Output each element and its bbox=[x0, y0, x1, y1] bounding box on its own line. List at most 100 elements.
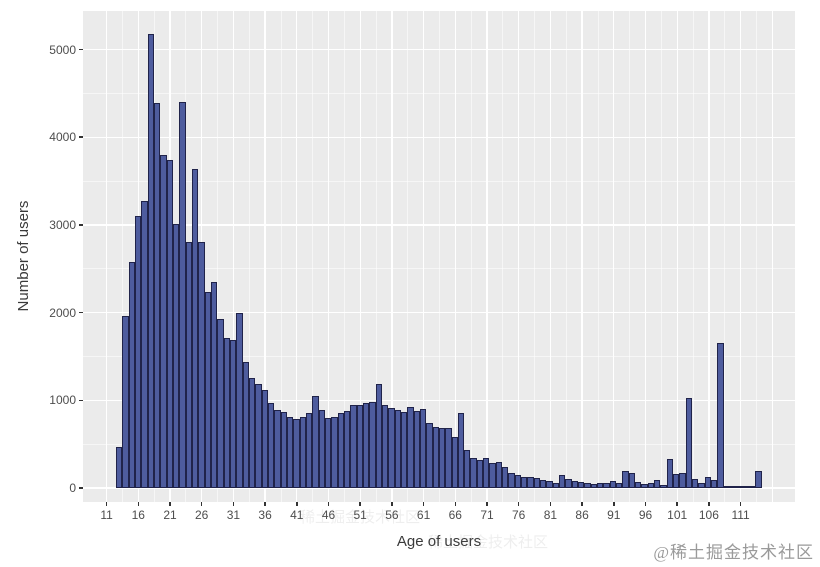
histogram-bar-age-17 bbox=[141, 201, 148, 488]
y-tick-label: 4000 bbox=[49, 130, 76, 145]
histogram-bar-age-114 bbox=[755, 471, 762, 488]
x-tick-label: 26 bbox=[195, 508, 209, 522]
gridline-minor-vertical bbox=[470, 11, 472, 502]
histogram-bar-age-48 bbox=[337, 413, 344, 488]
x-tick-mark bbox=[581, 502, 583, 506]
histogram-bar-age-31 bbox=[230, 339, 237, 488]
histogram-bar-age-50 bbox=[350, 405, 357, 488]
histogram-bar-age-65 bbox=[445, 427, 452, 488]
gridline-minor-vertical bbox=[597, 11, 599, 502]
histogram-bar-age-81 bbox=[546, 480, 553, 488]
histogram-bar-age-40 bbox=[286, 416, 294, 488]
histogram-bar-age-76 bbox=[514, 474, 522, 488]
x-tick-mark bbox=[613, 502, 615, 506]
histogram-bar-age-18 bbox=[147, 33, 155, 488]
x-tick-mark bbox=[105, 502, 108, 506]
histogram-bar-age-94 bbox=[628, 473, 636, 488]
histogram-bar-age-108 bbox=[717, 343, 724, 488]
histogram-bar-age-72 bbox=[489, 463, 496, 488]
histogram-bar-age-95 bbox=[635, 482, 642, 488]
histogram-bar-age-99 bbox=[660, 485, 667, 488]
histogram-bar-age-41 bbox=[293, 419, 300, 488]
histogram-bar-age-26 bbox=[198, 242, 205, 488]
watermark-ghost: 稀土掘金技术社区 bbox=[428, 535, 549, 551]
x-tick-label: 31 bbox=[226, 508, 241, 522]
gridline-minor-vertical bbox=[534, 11, 536, 502]
histogram-bar-age-80 bbox=[540, 480, 547, 488]
gridline-major-vertical bbox=[327, 11, 330, 502]
x-tick-mark bbox=[676, 502, 678, 506]
histogram-bar-age-33 bbox=[242, 361, 249, 488]
x-tick-mark bbox=[486, 502, 488, 506]
x-tick-label: 76 bbox=[512, 508, 526, 522]
gridline-major-vertical bbox=[613, 11, 615, 502]
x-tick-mark bbox=[232, 502, 235, 506]
gridline-minor-vertical bbox=[756, 11, 758, 502]
x-tick-mark bbox=[708, 502, 710, 506]
y-tick-mark bbox=[79, 224, 83, 226]
gridline-major-vertical bbox=[518, 11, 520, 502]
gridline-minor-horizontal bbox=[83, 180, 795, 182]
x-tick-label: 11 bbox=[100, 508, 113, 522]
y-tick-mark bbox=[79, 399, 83, 402]
histogram-bar-age-59 bbox=[407, 407, 414, 488]
watermark-ghost: 稀土掘金技术社区 bbox=[300, 510, 421, 526]
gridline-minor-horizontal bbox=[83, 268, 795, 270]
y-tick-mark bbox=[79, 311, 83, 314]
histogram-bar-age-107 bbox=[710, 480, 718, 488]
x-tick-label: 86 bbox=[575, 508, 589, 522]
histogram-bar-age-15 bbox=[128, 261, 136, 488]
histogram-bar-age-39 bbox=[280, 411, 287, 488]
histogram-bar-age-22 bbox=[173, 224, 180, 488]
histogram-bar-age-67 bbox=[457, 413, 465, 488]
x-tick-mark bbox=[137, 502, 140, 506]
histogram-bar-age-110 bbox=[729, 486, 737, 488]
x-tick-mark bbox=[644, 502, 647, 506]
histogram-bar-age-83 bbox=[559, 474, 566, 488]
histogram-bar-age-77 bbox=[521, 476, 528, 488]
histogram-bar-age-109 bbox=[723, 486, 730, 488]
x-tick-mark bbox=[454, 502, 457, 506]
histogram-bar-age-24 bbox=[185, 241, 193, 488]
gridline-major-horizontal bbox=[83, 224, 795, 226]
histogram-bar-age-66 bbox=[451, 436, 458, 488]
gridline-major-vertical bbox=[644, 11, 647, 502]
histogram-bar-age-52 bbox=[362, 403, 370, 488]
histogram-bar-age-73 bbox=[495, 461, 503, 488]
gridline-minor-vertical bbox=[692, 11, 694, 502]
watermark: @稀土掘金技术社区 bbox=[653, 543, 814, 562]
x-tick-label: 106 bbox=[698, 508, 719, 522]
histogram-bar-age-92 bbox=[616, 483, 623, 488]
histogram-bar-age-47 bbox=[331, 416, 338, 488]
gridline-major-vertical bbox=[296, 11, 298, 502]
x-tick-label: 96 bbox=[638, 508, 653, 522]
histogram-bar-age-68 bbox=[464, 449, 471, 488]
gridline-major-vertical bbox=[454, 11, 456, 502]
histogram-bar-age-71 bbox=[483, 458, 490, 488]
histogram-bar-age-105 bbox=[698, 482, 705, 488]
x-tick-mark bbox=[517, 502, 520, 506]
histogram-bar-age-14 bbox=[122, 316, 129, 488]
histogram-bar-age-54 bbox=[375, 383, 382, 488]
histogram-bar-age-69 bbox=[470, 458, 477, 488]
histogram-bar-age-45 bbox=[318, 409, 325, 488]
histogram-bar-age-102 bbox=[679, 472, 686, 488]
x-tick-label: 36 bbox=[258, 508, 272, 522]
gridline-minor-vertical bbox=[248, 11, 250, 502]
histogram-bar-age-86 bbox=[578, 481, 585, 488]
gridline-major-vertical bbox=[676, 11, 678, 502]
x-tick-mark bbox=[296, 502, 298, 506]
histogram-bar-age-60 bbox=[413, 410, 420, 488]
histogram-bar-age-35 bbox=[255, 383, 262, 488]
gridline-major-horizontal bbox=[83, 311, 795, 314]
gridline-minor-vertical bbox=[312, 11, 314, 502]
histogram-bar-age-101 bbox=[672, 473, 680, 488]
gridline-minor-vertical bbox=[375, 11, 377, 502]
histogram-bars bbox=[116, 11, 763, 488]
histogram-bar-age-46 bbox=[324, 418, 332, 488]
gridline-major-vertical bbox=[486, 11, 488, 502]
plot-panel bbox=[83, 11, 795, 502]
gridline-major-vertical bbox=[739, 11, 742, 502]
y-tick-label: 0 bbox=[69, 481, 76, 495]
